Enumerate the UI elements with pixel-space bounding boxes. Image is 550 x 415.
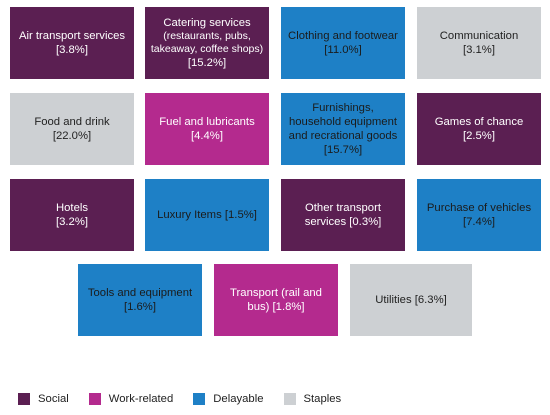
tile-percent: [15.2%]: [187, 57, 227, 69]
tile-percent: [1.5%]: [224, 209, 257, 221]
legend-item-social: Social: [18, 393, 69, 405]
tile-percent: [1.8%]: [272, 301, 305, 313]
tile-label: Hotels: [55, 202, 89, 214]
legend: Social Work-related Delayable Staples: [18, 392, 361, 406]
tile-games-of-chance: Games of chance [2.5%]: [417, 93, 541, 165]
tile-sublabel: (restaurants, pubs, takeaway, coffee sho…: [150, 30, 264, 55]
tile-label: Air transport services: [18, 30, 126, 42]
tile-label: Food and drink: [34, 116, 110, 128]
tile-percent: [3.1%]: [462, 44, 495, 56]
tile-luxury-items: Luxury Items [1.5%]: [145, 179, 269, 251]
tile-label: Catering services: [163, 17, 251, 29]
legend-item-delayable: Delayable: [193, 393, 264, 405]
tile-percent: [6.3%]: [414, 294, 447, 306]
tile-other-transport-services: Other transport services [0.3%]: [281, 179, 405, 251]
tile-label: Utilities: [375, 294, 412, 306]
legend-label: Social: [38, 393, 69, 405]
tile-food-and-drink: Food and drink [22.0%]: [10, 93, 134, 165]
tile-percent: [0.3%]: [349, 216, 382, 228]
tile-clothing-and-footwear: Clothing and footwear [11.0%]: [281, 7, 405, 79]
tile-label: Purchase of vehicles: [426, 202, 532, 214]
tile-hotels: Hotels [3.2%]: [10, 179, 134, 251]
legend-label: Work-related: [108, 393, 174, 405]
tile-label: Fuel and lubricants: [159, 116, 255, 128]
tile-label: Furnishings, household equipment and rec…: [288, 102, 398, 142]
legend-item-work-related: Work-related: [88, 393, 174, 405]
tile-tools-and-equipment: Tools and equipment [1.6%]: [78, 264, 202, 336]
tile-air-transport-services: Air transport services [3.8%]: [10, 7, 134, 79]
tile-percent: [4.4%]: [190, 130, 223, 142]
legend-label: Delayable: [213, 393, 264, 405]
tile-utilities: Utilities [6.3%]: [350, 264, 472, 336]
tile-percent: [3.2%]: [55, 216, 89, 228]
tile-fuel-and-lubricants: Fuel and lubricants [4.4%]: [145, 93, 269, 165]
tile-transport-rail-and-bus: Transport (rail and bus) [1.8%]: [214, 264, 338, 336]
tile-percent: [1.6%]: [123, 301, 156, 313]
tile-catering-services: Catering services (restaurants, pubs, tak…: [145, 7, 269, 79]
tile-percent: [3.8%]: [55, 44, 88, 56]
tile-percent: [7.4%]: [462, 216, 496, 228]
tile-label: Clothing and footwear: [288, 30, 398, 42]
legend-swatch-staples: [283, 393, 296, 405]
tile-percent: [22.0%]: [52, 130, 92, 142]
tile-percent: [2.5%]: [462, 130, 495, 142]
legend-swatch-work-related: [88, 393, 101, 405]
tile-percent: [15.7%]: [323, 144, 363, 156]
tile-purchase-of-vehicles: Purchase of vehicles [7.4%]: [417, 179, 541, 251]
legend-label: Staples: [303, 393, 342, 405]
tile-label: Transport (rail and bus): [230, 287, 322, 313]
tile-percent: [11.0%]: [324, 44, 362, 56]
tile-label: Communication: [439, 30, 519, 42]
legend-swatch-social: [18, 393, 30, 405]
tile-label: Other transport services: [304, 202, 381, 228]
tile-communication: Communication [3.1%]: [417, 7, 541, 79]
tile-furnishings-household-equipment: Furnishings, household equipment and rec…: [281, 93, 405, 165]
tile-label: Luxury Items: [157, 209, 222, 221]
legend-swatch-delayable: [193, 393, 206, 405]
legend-item-staples: Staples: [283, 393, 342, 405]
tile-label: Games of chance: [434, 116, 524, 128]
tile-label: Tools and equipment: [87, 287, 193, 299]
